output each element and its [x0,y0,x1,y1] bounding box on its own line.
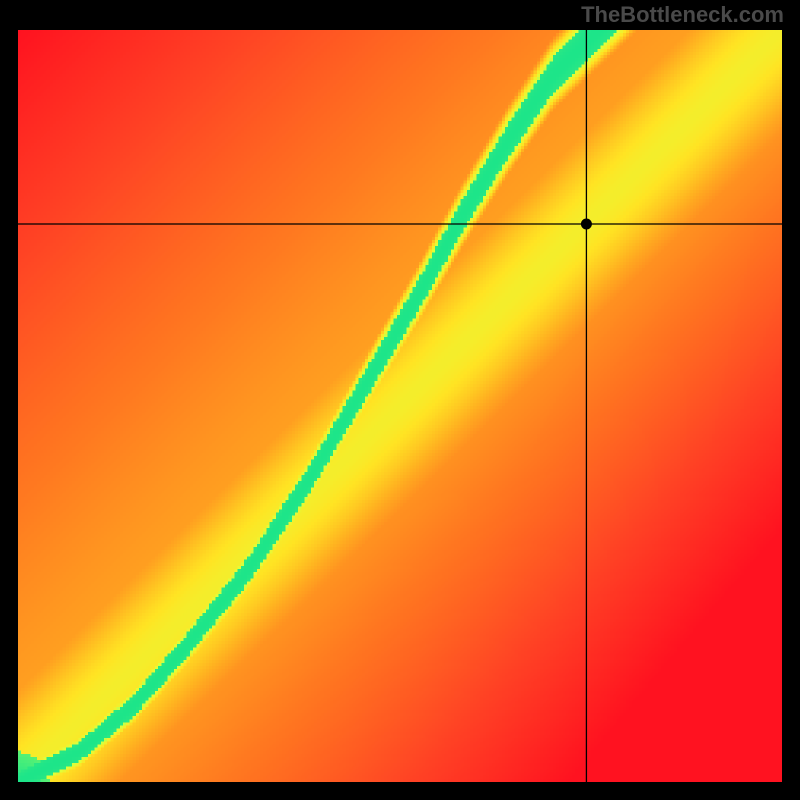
plot-area [18,30,782,782]
chart-container: TheBottleneck.com [0,0,800,800]
watermark-text: TheBottleneck.com [581,2,784,28]
heatmap-canvas [18,30,782,782]
